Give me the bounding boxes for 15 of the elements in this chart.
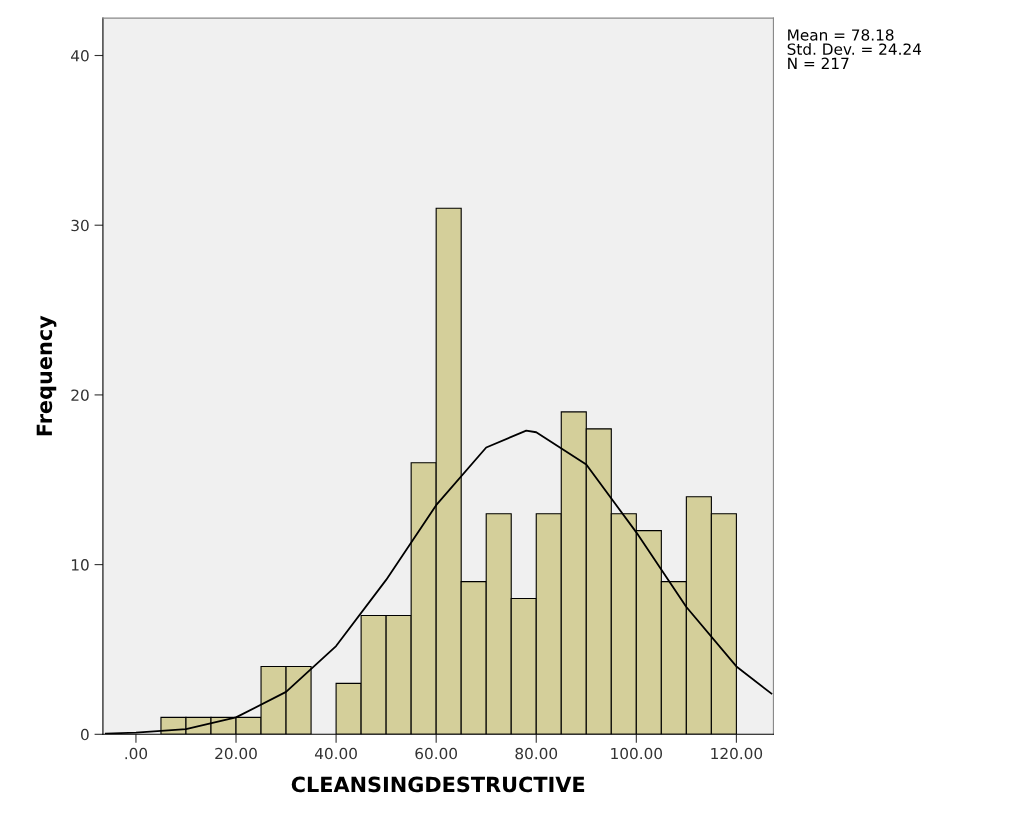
x-tick-label: 120.00 [711,747,763,760]
y-tick-label: 40 [71,49,89,62]
x-tick-label: 40.00 [314,747,357,760]
y-tick-label: 0 [81,728,89,741]
x-tick-label: 80.00 [515,747,558,760]
x-tick-label: .00 [125,747,148,760]
y-tick-label: 30 [71,219,89,232]
y-axis-title: Frequency [36,315,57,436]
x-axis-title: CLEANSINGDESTRUCTIVE [291,776,585,793]
x-tick-label: 20.00 [215,747,257,760]
x-tick-label: 60.00 [415,747,458,760]
x-tick-label: 100.00 [611,747,663,760]
y-tick-label: 10 [71,559,89,571]
y-tick-label: 20 [71,389,89,401]
text: Mean = 78.18 Std. Dev. = 24.24 N = 217 [787,29,922,69]
